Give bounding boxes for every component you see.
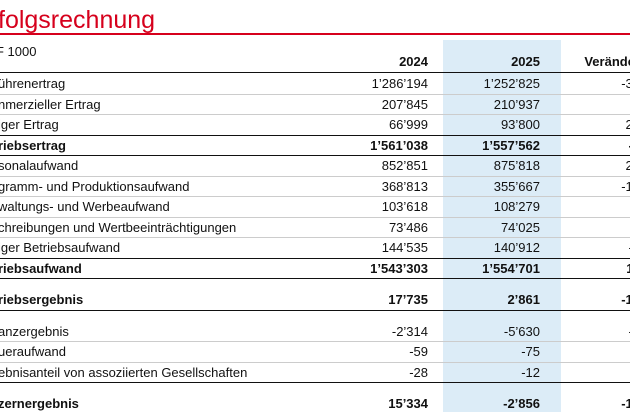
row-rule [0,155,630,156]
cell: -5’630 [503,323,540,339]
row-rule [0,94,630,95]
column-header: 2025 [511,54,540,69]
cell: 22 [625,158,630,173]
cell: -14 [621,292,630,307]
row-label: riebsertrag [0,137,66,153]
cell: 15’334 [388,396,428,411]
cell: 2’861 [507,292,540,307]
cell: 17’735 [388,292,428,307]
row-rule [0,114,630,115]
row-label: gramm- und Produktionsaufwand [0,178,190,194]
row-label: iger Betriebsaufwand [0,240,121,255]
row-label: chreibungen und Wertbeeinträchtigungen [0,219,237,235]
cell: 1’543’303 [370,260,428,276]
cell: -28 [409,364,428,380]
cell: -18 [621,396,630,411]
highlight-column [443,40,561,412]
cell: 368’813 [381,178,428,194]
cell: 1’557’562 [482,137,540,153]
row-label: zernergebnis [0,396,79,411]
column-header: 2024 [399,54,428,69]
cell: 74’025 [500,219,540,235]
cell: 26 [625,117,630,132]
row-rule [0,217,630,218]
cell: 207’845 [381,96,428,112]
cell: -3 [628,240,630,255]
cell: 73’486 [388,219,428,235]
cell: 108’279 [493,199,540,214]
cell: 1’554’701 [482,260,540,276]
cell: 144’535 [381,240,428,255]
row-rule [0,237,630,238]
cell: 1’561’038 [370,137,428,153]
row-rule [0,196,630,197]
row-label: ebnisanteil von assoziierten Gesellschaf… [0,364,248,380]
cell: -33 [621,76,630,91]
cell: -75 [521,344,540,359]
row-label: ührenertrag [0,76,66,91]
row-rule [0,278,630,279]
cell: 1’286’194 [371,76,428,91]
cell: 66’999 [388,117,428,132]
cell: -3 [628,324,630,339]
row-label: ueraufwand [0,344,66,359]
cell: 852’851 [381,158,428,173]
cell: 210’937 [493,96,540,112]
row-label: riebsaufwand [0,260,82,276]
row-label: sonalaufwand [0,158,79,173]
unit: F 1000 [0,44,37,59]
row-label: anzergebnis [0,323,69,339]
cell: -3 [628,138,630,153]
cell: 1’252’825 [483,76,540,91]
cell: 140’912 [493,240,540,255]
row-label: iger Ertrag [0,117,59,132]
cell: -2’856 [503,396,540,411]
cell: -12 [521,364,540,380]
cell: -2’314 [391,323,428,339]
cell: 355’667 [493,178,540,194]
cell: -13 [621,178,630,194]
title-rule [0,33,630,35]
row-rule [0,310,630,311]
header-rule [0,72,630,73]
row-rule [0,382,630,383]
column-header: Veränder [584,54,630,69]
row-label: nmerzieller Ertrag [0,96,101,112]
cell: 93’800 [500,117,540,132]
row-label: waltungs- und Werbeaufwand [0,199,170,214]
cell: 875’818 [493,158,540,173]
cell: -59 [409,344,428,359]
row-label: riebsergebnis [0,292,84,307]
cell: 103’618 [381,199,428,214]
cell: 11 [626,260,630,276]
row-rule [0,341,630,342]
row-rule [0,362,630,363]
row-rule [0,176,630,177]
title: folgsrechnung [0,6,156,34]
row-rule [0,258,630,259]
row-rule [0,135,630,136]
